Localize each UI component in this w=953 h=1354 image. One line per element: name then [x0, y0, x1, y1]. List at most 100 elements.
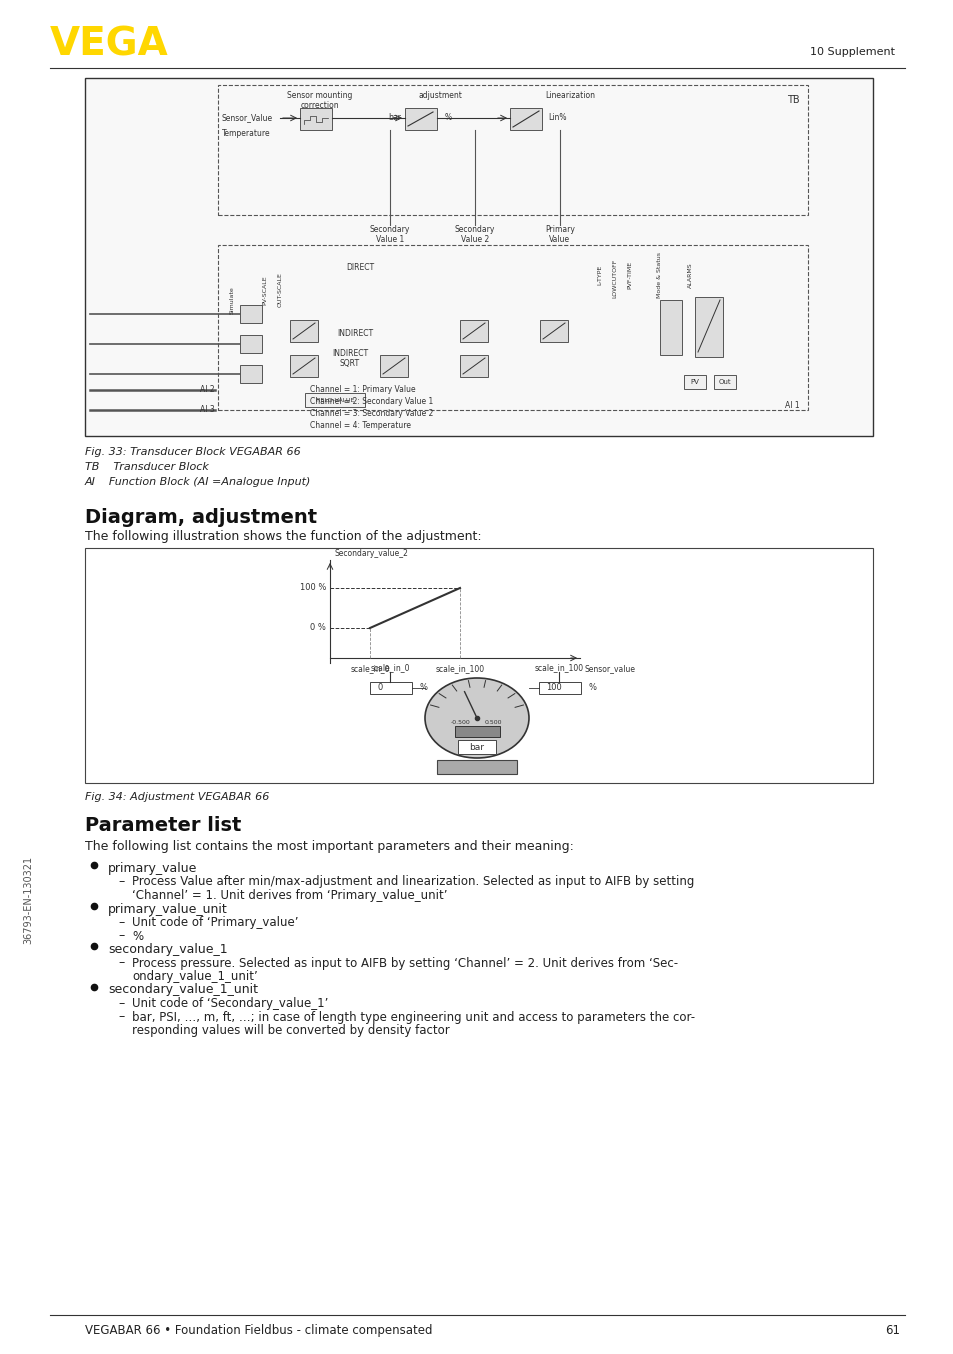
Text: Channel = 1: Primary Value: Channel = 1: Primary Value: [310, 386, 416, 394]
Text: Secondary
Value 2: Secondary Value 2: [455, 225, 495, 245]
FancyBboxPatch shape: [683, 375, 705, 389]
Text: 0.500: 0.500: [484, 720, 501, 726]
Text: Temperature: Temperature: [222, 129, 271, 138]
Text: AI    Function Block (AI =Analogue Input): AI Function Block (AI =Analogue Input): [85, 477, 311, 487]
Text: scale_in_0: scale_in_0: [370, 663, 410, 673]
FancyBboxPatch shape: [218, 85, 807, 215]
Text: Sensor_Value: Sensor_Value: [222, 114, 273, 122]
Text: L-TYPE: L-TYPE: [597, 265, 602, 286]
Text: %: %: [419, 684, 428, 692]
FancyBboxPatch shape: [539, 320, 567, 343]
FancyBboxPatch shape: [659, 301, 681, 355]
Text: 100 %: 100 %: [299, 584, 326, 593]
Text: Fig. 34: Adjustment VEGABAR 66: Fig. 34: Adjustment VEGABAR 66: [85, 792, 269, 802]
Text: responding values will be converted by density factor: responding values will be converted by d…: [132, 1024, 449, 1037]
FancyBboxPatch shape: [457, 741, 496, 754]
Text: –: –: [118, 929, 124, 942]
Text: primary_value: primary_value: [108, 862, 197, 875]
Text: 10 Supplement: 10 Supplement: [809, 47, 894, 57]
Text: Process pressure. Selected as input to AIFB by setting ‘Channel’ = 2. Unit deriv: Process pressure. Selected as input to A…: [132, 956, 678, 969]
Text: Parameter list: Parameter list: [85, 816, 241, 835]
Text: bar: bar: [388, 114, 400, 122]
Text: Mode & Status: Mode & Status: [657, 252, 661, 298]
Text: Secondary_value_2: Secondary_value_2: [335, 548, 409, 558]
FancyBboxPatch shape: [290, 355, 317, 376]
Text: scale_in_0: scale_in_0: [350, 663, 390, 673]
Text: OUT-SCALE: OUT-SCALE: [277, 272, 282, 307]
Text: primary_value_unit: primary_value_unit: [108, 903, 228, 915]
Text: scale_in_100: scale_in_100: [435, 663, 484, 673]
FancyBboxPatch shape: [713, 375, 735, 389]
Text: 61: 61: [884, 1324, 899, 1336]
Text: 0: 0: [377, 684, 382, 692]
Text: %: %: [444, 114, 452, 122]
FancyBboxPatch shape: [405, 108, 436, 130]
Text: Unit code of ‘Primary_value’: Unit code of ‘Primary_value’: [132, 917, 298, 929]
FancyBboxPatch shape: [290, 320, 317, 343]
Text: %: %: [132, 929, 143, 942]
Text: AI 2: AI 2: [200, 386, 214, 394]
Text: VEGABAR 66 • Foundation Fieldbus - climate compensated: VEGABAR 66 • Foundation Fieldbus - clima…: [85, 1324, 432, 1336]
Text: bar, PSI, …, m, ft, …; in case of length type engineering unit and access to par: bar, PSI, …, m, ft, …; in case of length…: [132, 1010, 695, 1024]
Text: -0.500: -0.500: [451, 720, 471, 726]
Text: –: –: [118, 1010, 124, 1024]
Text: TB: TB: [786, 95, 800, 106]
FancyBboxPatch shape: [459, 355, 488, 376]
FancyBboxPatch shape: [240, 334, 262, 353]
FancyBboxPatch shape: [510, 108, 541, 130]
Text: Fig. 33: Transducer Block VEGABAR 66: Fig. 33: Transducer Block VEGABAR 66: [85, 447, 300, 458]
Text: Out: Out: [718, 379, 731, 385]
Text: Channel = 3: Secondary Value 2: Channel = 3: Secondary Value 2: [310, 409, 433, 418]
FancyBboxPatch shape: [305, 393, 365, 408]
Text: PV: PV: [690, 379, 699, 385]
Text: scale_in_100: scale_in_100: [534, 663, 583, 673]
Text: ALARMS: ALARMS: [687, 263, 692, 288]
FancyBboxPatch shape: [85, 79, 872, 436]
Text: FIELD-VALUE: FIELD-VALUE: [315, 398, 355, 402]
Text: PVF-TIME: PVF-TIME: [627, 261, 632, 288]
Text: –: –: [118, 876, 124, 888]
Text: 100: 100: [545, 684, 561, 692]
Text: VEGA: VEGA: [50, 26, 169, 64]
Text: –: –: [118, 997, 124, 1010]
FancyBboxPatch shape: [538, 682, 580, 695]
Text: AI 1: AI 1: [784, 401, 800, 409]
Text: ‘Channel’ = 1. Unit derives from ‘Primary_value_unit’: ‘Channel’ = 1. Unit derives from ‘Primar…: [132, 890, 447, 902]
Text: Process Value after min/max-adjustment and linearization. Selected as input to A: Process Value after min/max-adjustment a…: [132, 876, 694, 888]
Text: INDIRECT
SQRT: INDIRECT SQRT: [332, 349, 368, 368]
FancyBboxPatch shape: [85, 548, 872, 783]
Text: secondary_value_1_unit: secondary_value_1_unit: [108, 983, 257, 997]
Text: PV-SCALE: PV-SCALE: [262, 275, 267, 305]
Ellipse shape: [424, 678, 529, 758]
Text: –: –: [118, 917, 124, 929]
Text: bar: bar: [469, 742, 484, 751]
FancyBboxPatch shape: [240, 366, 262, 383]
Text: secondary_value_1: secondary_value_1: [108, 942, 228, 956]
FancyBboxPatch shape: [379, 355, 408, 376]
Text: 36793-EN-130321: 36793-EN-130321: [23, 856, 33, 944]
Text: Simulate: Simulate: [230, 286, 234, 314]
Text: Lin%: Lin%: [547, 114, 566, 122]
Text: Secondary
Value 1: Secondary Value 1: [370, 225, 410, 245]
Text: The following illustration shows the function of the adjustment:: The following illustration shows the fun…: [85, 529, 481, 543]
FancyBboxPatch shape: [299, 108, 332, 130]
FancyBboxPatch shape: [455, 726, 499, 737]
Text: Channel = 2: Secondary Value 1: Channel = 2: Secondary Value 1: [310, 398, 433, 406]
FancyBboxPatch shape: [459, 320, 488, 343]
FancyBboxPatch shape: [695, 297, 722, 357]
Text: %: %: [588, 684, 597, 692]
FancyBboxPatch shape: [370, 682, 412, 695]
Text: TB    Transducer Block: TB Transducer Block: [85, 462, 209, 473]
Text: AI 3: AI 3: [200, 405, 214, 414]
Text: LOWCUTOFF: LOWCUTOFF: [612, 259, 617, 298]
Text: The following list contains the most important parameters and their meaning:: The following list contains the most imp…: [85, 839, 574, 853]
Text: Sensor mounting
correction: Sensor mounting correction: [287, 91, 353, 111]
Text: DIRECT: DIRECT: [346, 264, 374, 272]
Text: Unit code of ‘Secondary_value_1’: Unit code of ‘Secondary_value_1’: [132, 997, 328, 1010]
Text: Channel = 4: Temperature: Channel = 4: Temperature: [310, 421, 411, 431]
Text: Primary
Value: Primary Value: [544, 225, 575, 245]
Text: INDIRECT: INDIRECT: [336, 329, 373, 337]
Text: –: –: [118, 956, 124, 969]
FancyBboxPatch shape: [436, 760, 517, 774]
Text: 0 %: 0 %: [310, 623, 326, 632]
